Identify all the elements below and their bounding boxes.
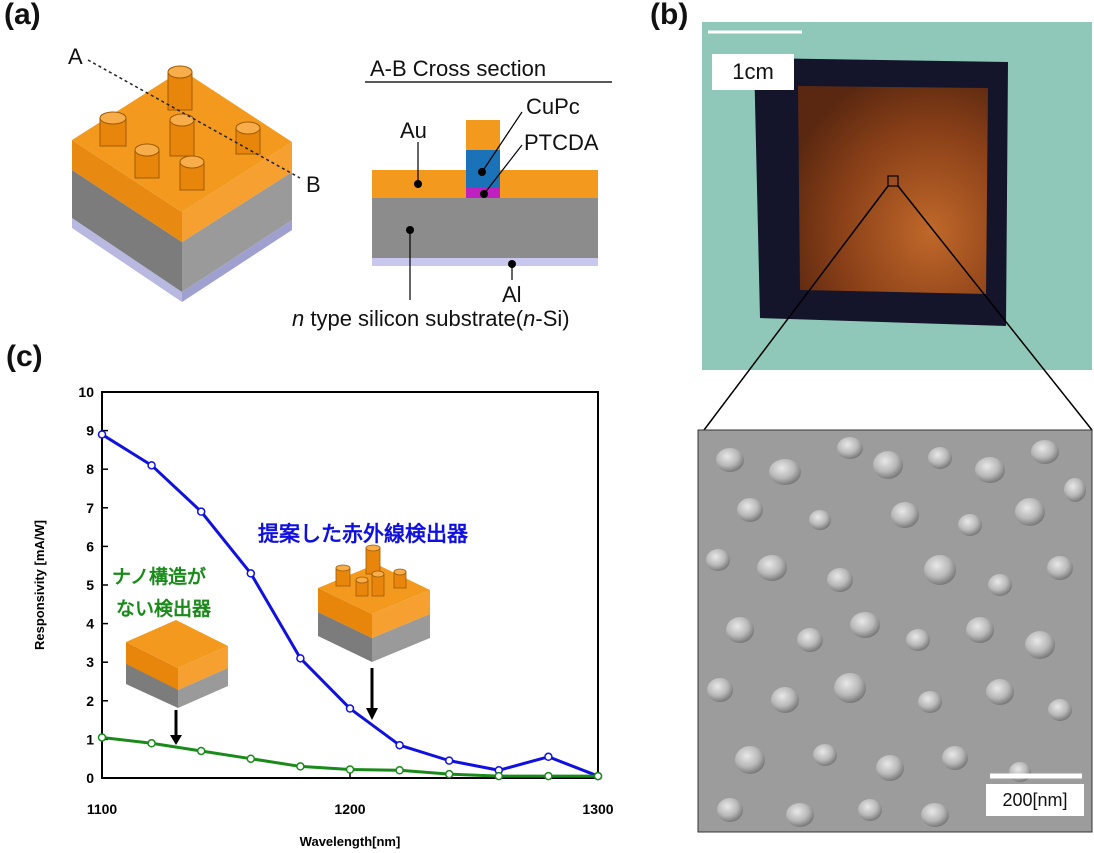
au-layer-right: [182, 142, 292, 242]
y-tick-label: 6: [86, 538, 94, 554]
y-tick-label: 4: [86, 616, 94, 632]
series-1-point: [345, 704, 355, 713]
x-axis-label: Wavelength[nm]: [300, 834, 401, 849]
au-layer-left: [72, 140, 182, 242]
annotation-plain-line2: ない検出器: [116, 599, 212, 620]
series-2-point: [296, 762, 305, 771]
y-tick-label: 1: [86, 731, 94, 747]
series-1-point: [544, 752, 553, 762]
series-2-point: [395, 766, 404, 775]
panel-a-label: (a): [4, 0, 41, 31]
y-tick-label: 10: [78, 384, 94, 400]
al-layer-right: [182, 220, 292, 302]
series-1-point: [444, 756, 454, 765]
substrate-suffix: -Si): [535, 306, 570, 331]
sem-scale-label: 200[nm]: [986, 784, 1084, 816]
y-tick-label: 7: [86, 500, 94, 516]
y-tick-label: 5: [86, 577, 94, 593]
annotation-plain-line1: ナノ構造が: [112, 567, 207, 588]
series-2-point: [494, 771, 504, 781]
substrate-label: n type silicon substrate(n-Si): [292, 306, 570, 332]
al-label: Al: [502, 282, 522, 307]
y-axis-label: Responsivity [mA/W]: [32, 520, 47, 650]
panel-c-label: (c): [6, 340, 43, 373]
cs-si-layer: [372, 198, 598, 258]
au-label: Au: [400, 118, 427, 143]
photo-scale-label: 1cm: [712, 54, 794, 90]
inset-nanostructured-cube: [318, 544, 430, 720]
x-tick-label: 1200: [334, 801, 365, 817]
panel-a-illustration: [72, 59, 612, 302]
series-1-point: [296, 654, 305, 663]
si-layer-left: [72, 170, 182, 292]
substrate-n-italic: n: [292, 306, 305, 331]
y-tick-label: 9: [86, 423, 94, 439]
inset-plain-cube: [126, 620, 228, 745]
zoom-line-right: [897, 185, 1093, 431]
ptcda-label: PTCDA: [524, 130, 599, 155]
zoom-line-left: [703, 185, 889, 431]
series-1-point: [395, 740, 404, 750]
si-layer-right: [182, 172, 292, 292]
cupc-label: CuPc: [526, 94, 580, 119]
point-b-label: B: [306, 172, 321, 197]
al-layer-left: [72, 218, 182, 302]
panel-b-images: [697, 22, 1093, 833]
nanopillars: [99, 65, 261, 191]
series-2-point: [246, 754, 256, 763]
series-1-point: [196, 507, 206, 516]
series-2-point: [97, 733, 107, 742]
panel-b-label: (b): [650, 0, 689, 31]
series-1-point: [97, 430, 107, 439]
y-tick-label: 0: [86, 770, 94, 786]
annotation-proposed-detector: 提案した赤外線検出器: [258, 523, 468, 546]
section-line: [87, 59, 301, 179]
series-2-point: [345, 765, 355, 774]
series-2-point: [444, 769, 454, 779]
x-tick-label: 1300: [582, 801, 613, 817]
x-tick-label: 1100: [87, 801, 118, 817]
series-1-point: [147, 461, 156, 470]
device-3d-block: [72, 59, 301, 302]
cross-section-title: A-B Cross section: [370, 56, 547, 81]
sem-particles: [706, 437, 1086, 827]
cs-al-layer: [372, 258, 598, 266]
y-tick-label: 8: [86, 461, 94, 477]
point-a-label: A: [68, 44, 83, 69]
series-2-point: [196, 746, 206, 756]
y-tick-label: 2: [86, 693, 94, 709]
series-1-point: [246, 569, 256, 578]
cs-pillar-au: [466, 120, 500, 150]
substrate-text: type silicon substrate(: [304, 306, 524, 331]
series-2-point: [147, 739, 156, 748]
series-2-point: [593, 771, 603, 781]
y-tick-label: 3: [86, 654, 94, 670]
series-2-point: [544, 771, 553, 781]
substrate-n-italic-2: n: [523, 306, 536, 331]
